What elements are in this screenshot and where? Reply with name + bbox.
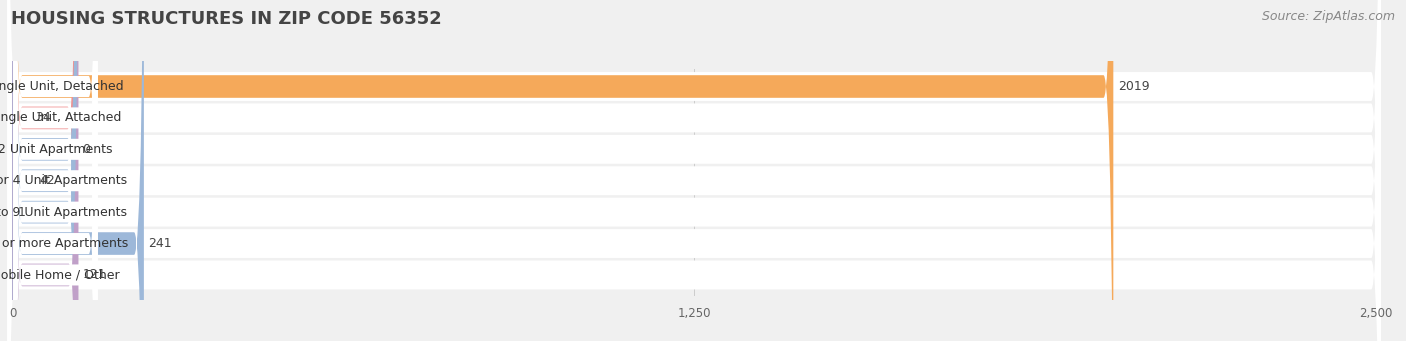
Text: HOUSING STRUCTURES IN ZIP CODE 56352: HOUSING STRUCTURES IN ZIP CODE 56352 bbox=[11, 10, 441, 28]
Text: 10 or more Apartments: 10 or more Apartments bbox=[0, 237, 128, 250]
FancyBboxPatch shape bbox=[13, 0, 143, 341]
Text: Single Unit, Detached: Single Unit, Detached bbox=[0, 80, 124, 93]
Text: 34: 34 bbox=[35, 112, 51, 124]
FancyBboxPatch shape bbox=[13, 0, 97, 341]
FancyBboxPatch shape bbox=[7, 0, 1381, 341]
Text: 3 or 4 Unit Apartments: 3 or 4 Unit Apartments bbox=[0, 174, 127, 187]
Text: 42: 42 bbox=[39, 174, 55, 187]
Text: Mobile Home / Other: Mobile Home / Other bbox=[0, 268, 120, 281]
FancyBboxPatch shape bbox=[13, 0, 77, 341]
FancyBboxPatch shape bbox=[13, 0, 77, 341]
FancyBboxPatch shape bbox=[13, 0, 97, 341]
FancyBboxPatch shape bbox=[13, 0, 79, 341]
FancyBboxPatch shape bbox=[13, 0, 77, 341]
FancyBboxPatch shape bbox=[7, 0, 1381, 341]
FancyBboxPatch shape bbox=[7, 0, 1381, 341]
Text: Single Unit, Attached: Single Unit, Attached bbox=[0, 112, 121, 124]
FancyBboxPatch shape bbox=[7, 0, 1381, 341]
Text: 241: 241 bbox=[148, 237, 172, 250]
Text: 0: 0 bbox=[82, 143, 90, 156]
FancyBboxPatch shape bbox=[13, 0, 97, 341]
Text: 2 Unit Apartments: 2 Unit Apartments bbox=[0, 143, 112, 156]
FancyBboxPatch shape bbox=[13, 0, 77, 341]
FancyBboxPatch shape bbox=[13, 0, 1114, 341]
Text: 5 to 9 Unit Apartments: 5 to 9 Unit Apartments bbox=[0, 206, 127, 219]
Text: 1: 1 bbox=[17, 206, 25, 219]
FancyBboxPatch shape bbox=[7, 0, 1381, 341]
Text: Source: ZipAtlas.com: Source: ZipAtlas.com bbox=[1261, 10, 1395, 23]
Text: 2019: 2019 bbox=[1118, 80, 1149, 93]
FancyBboxPatch shape bbox=[7, 0, 1381, 341]
FancyBboxPatch shape bbox=[13, 0, 97, 341]
FancyBboxPatch shape bbox=[13, 0, 97, 341]
FancyBboxPatch shape bbox=[13, 0, 97, 341]
FancyBboxPatch shape bbox=[7, 0, 1381, 341]
Text: 121: 121 bbox=[83, 268, 107, 281]
FancyBboxPatch shape bbox=[13, 0, 97, 341]
